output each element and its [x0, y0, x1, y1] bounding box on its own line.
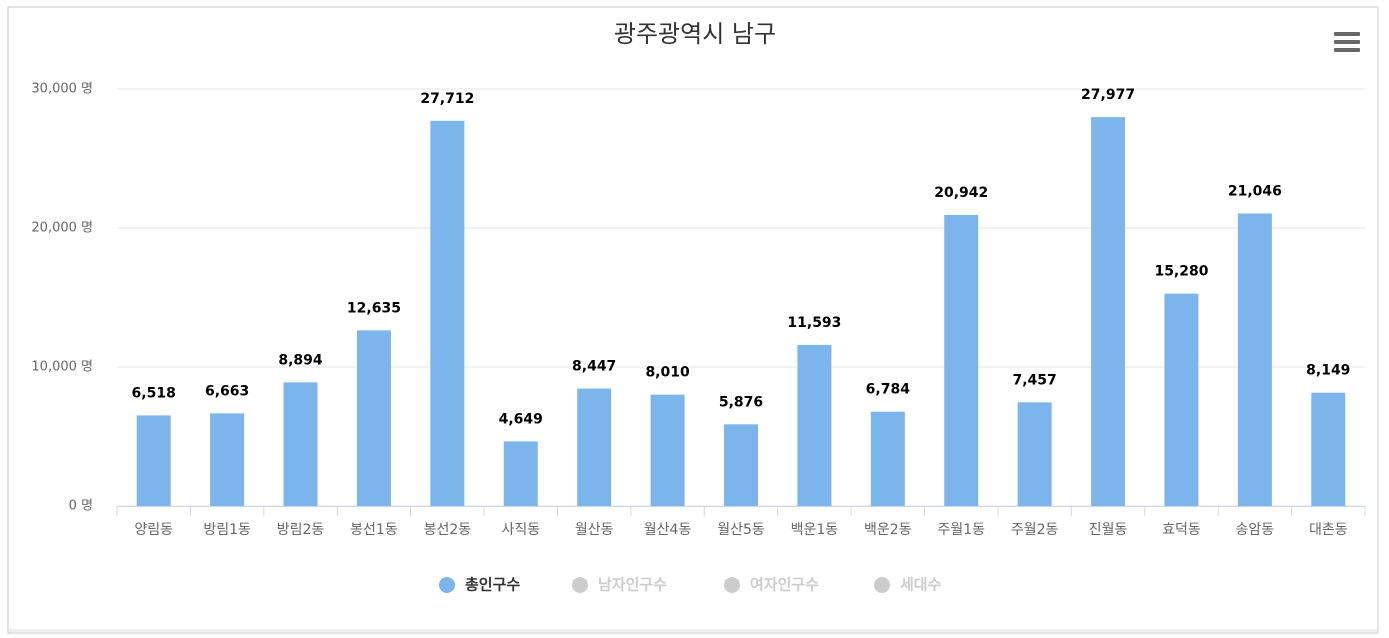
data-label: 11,593: [787, 315, 841, 331]
data-label: 8,010: [645, 365, 690, 381]
data-label: 21,046: [1228, 183, 1282, 199]
data-label: 27,712: [420, 91, 474, 107]
bar: [724, 424, 758, 506]
y-tick-label: 0 명: [69, 499, 93, 514]
x-tick-label: 대촌동: [1309, 522, 1348, 538]
data-label: 7,457: [1012, 372, 1056, 388]
x-tick-label: 주월1동: [937, 522, 985, 538]
bar: [797, 344, 832, 506]
data-label: 6,784: [866, 382, 911, 398]
bar: [210, 413, 245, 506]
frame-shadow: [9, 629, 1377, 632]
x-tick-label: 백운2동: [864, 522, 912, 538]
bar: [1237, 213, 1272, 506]
legend-item[interactable]: 세대수: [874, 576, 942, 594]
x-tick-label: 양림동: [134, 522, 173, 538]
bar: [650, 394, 685, 506]
bar: [356, 330, 391, 506]
bar: [430, 120, 465, 507]
data-label: 5,876: [719, 394, 763, 410]
data-label: 27,977: [1081, 87, 1135, 103]
x-tick-label: 송암동: [1236, 522, 1275, 538]
chart-title: 광주광역시 남구: [614, 20, 776, 48]
y-tick-label: 10,000 명: [31, 360, 93, 375]
bar: [870, 411, 905, 506]
legend-label: 남자인구수: [598, 576, 667, 594]
legend-label: 여자인구수: [750, 576, 819, 594]
x-tick-label: 방림2동: [277, 522, 325, 538]
data-label: 15,280: [1154, 264, 1208, 280]
bar: [577, 388, 612, 506]
x-tick-label: 봉선2동: [424, 522, 472, 538]
x-tick-label: 월산5동: [717, 522, 765, 538]
bar: [283, 382, 318, 506]
menu-bar: [1334, 48, 1360, 52]
bar: [1017, 402, 1052, 506]
legend-item[interactable]: 여자인구수: [724, 576, 819, 594]
x-tick-label: 효덕동: [1162, 522, 1201, 538]
legend-symbol: [724, 577, 740, 593]
data-label: 6,663: [205, 383, 249, 399]
x-tick-label: 방림1동: [203, 522, 251, 538]
chart-frame: [7, 6, 1379, 634]
x-tick-label: 월산4동: [644, 522, 692, 538]
menu-bar: [1334, 40, 1360, 44]
menu-button[interactable]: [1334, 32, 1360, 52]
x-tick-label: 월산동: [575, 522, 614, 538]
data-label: 4,649: [499, 411, 543, 427]
data-label: 8,447: [572, 359, 616, 375]
bar: [944, 214, 979, 507]
data-label: 8,894: [278, 352, 323, 368]
data-label: 12,635: [347, 300, 401, 316]
x-tick-label: 주월2동: [1011, 522, 1059, 538]
data-label: 20,942: [934, 185, 988, 201]
menu-bar: [1334, 32, 1360, 36]
legend-symbol: [439, 577, 455, 593]
y-tick-label: 20,000 명: [31, 221, 93, 236]
legend-label: 세대수: [900, 576, 942, 594]
x-tick-label: 사직동: [501, 522, 540, 538]
bar: [1164, 293, 1199, 506]
data-label: 8,149: [1306, 363, 1350, 379]
bar: [1091, 117, 1126, 507]
bar: [503, 441, 538, 506]
data-label: 6,518: [132, 385, 176, 401]
legend-symbol: [874, 577, 890, 593]
x-tick-label: 백운1동: [791, 522, 839, 538]
legend-symbol: [572, 577, 588, 593]
bar: [1311, 392, 1346, 506]
legend-label: 총인구수: [465, 576, 520, 594]
bar: [136, 415, 171, 506]
y-tick-label: 30,000 명: [31, 82, 93, 97]
x-tick-label: 진월동: [1089, 522, 1128, 538]
legend-item[interactable]: 남자인구수: [572, 576, 667, 594]
x-tick-label: 봉선1동: [350, 522, 398, 538]
legend-item[interactable]: 총인구수: [439, 576, 520, 594]
